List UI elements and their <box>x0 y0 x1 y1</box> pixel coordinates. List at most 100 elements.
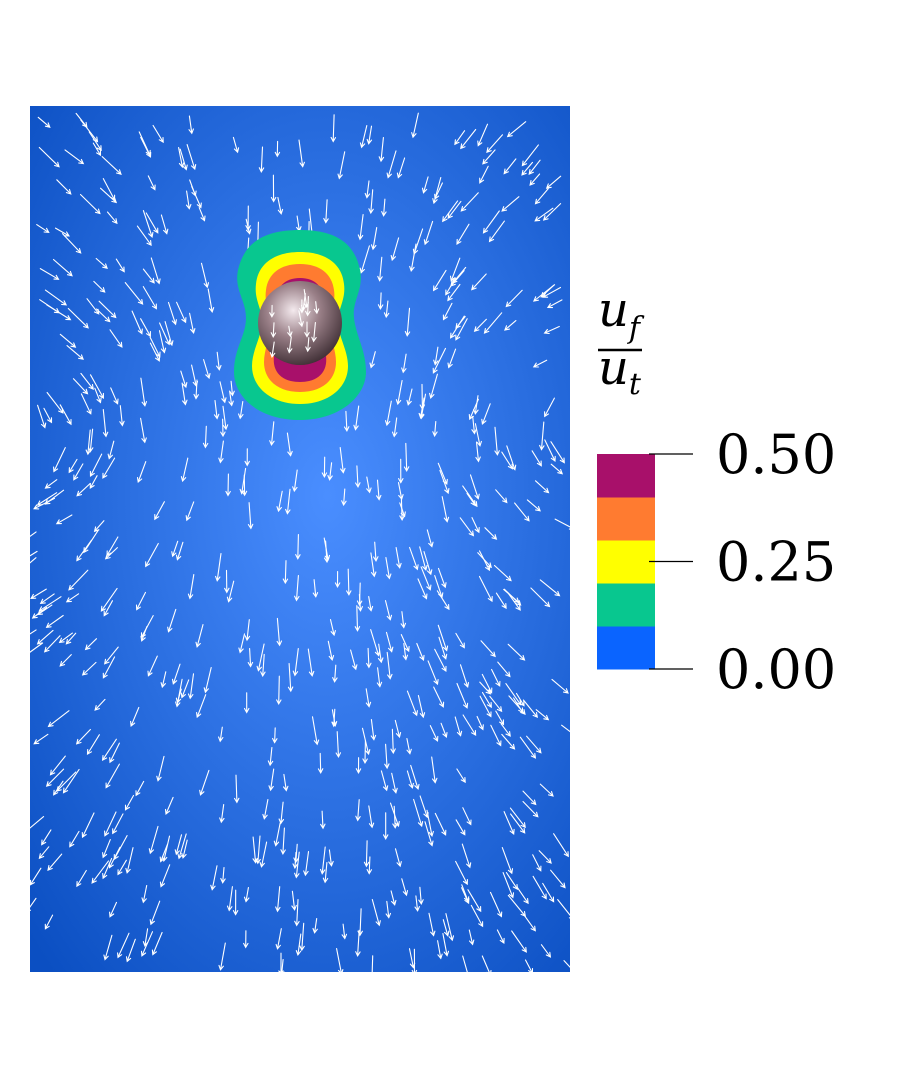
velocity-arrow <box>501 451 514 470</box>
velocity-arrow <box>406 737 412 755</box>
velocity-arrow <box>383 300 390 319</box>
velocity-arrow <box>298 139 305 168</box>
velocity-arrow <box>532 854 542 872</box>
velocity-arrow <box>323 540 330 564</box>
velocity-arrow <box>224 569 230 594</box>
velocity-arrow <box>287 662 294 693</box>
velocity-arrow <box>162 835 171 863</box>
velocity-arrow <box>243 887 250 903</box>
velocity-arrow <box>140 615 154 639</box>
velocity-arrow <box>504 320 517 331</box>
velocity-arrow <box>188 115 194 135</box>
velocity-arrow <box>437 940 443 960</box>
velocity-arrow <box>187 574 195 600</box>
velocity-arrow <box>462 714 477 736</box>
velocity-arrow <box>411 948 418 976</box>
velocity-arrow <box>481 955 492 977</box>
velocity-arrow <box>386 150 397 179</box>
velocity-arrow <box>436 590 450 611</box>
velocity-arrow <box>94 698 106 711</box>
velocity-arrow <box>428 912 436 937</box>
colorbar-tick-label: 0.00 <box>716 638 836 701</box>
velocity-arrow <box>434 648 447 673</box>
velocity-arrow <box>376 479 382 501</box>
velocity-arrow <box>109 742 120 764</box>
velocity-arrow <box>117 932 130 959</box>
colorbar-ticks: 0.50 0.25 0.00 <box>649 423 836 701</box>
velocity-arrow <box>247 502 254 530</box>
velocity-arrow <box>276 490 283 513</box>
velocity-arrow <box>65 593 80 603</box>
velocity-arrow <box>354 605 361 632</box>
velocity-arrow <box>247 647 254 668</box>
velocity-arrow <box>295 534 301 560</box>
velocity-arrow <box>164 796 174 815</box>
velocity-arrow <box>117 859 127 876</box>
velocity-arrow <box>244 619 251 642</box>
velocity-arrow <box>76 539 92 562</box>
velocity-arrow <box>124 794 135 811</box>
velocity-arrow <box>219 381 227 404</box>
velocity-arrow <box>501 847 514 875</box>
velocity-arrow <box>75 728 91 745</box>
velocity-arrow <box>156 755 165 782</box>
velocity-arrow <box>291 890 297 911</box>
velocity-arrow <box>171 663 181 685</box>
velocity-arrow <box>222 405 229 431</box>
velocity-arrow <box>218 726 224 743</box>
velocity-arrow <box>109 329 123 348</box>
velocity-arrow <box>294 899 300 927</box>
velocity-arrow <box>218 942 226 971</box>
velocity-arrow <box>232 889 239 916</box>
velocity-arrow <box>202 425 209 449</box>
velocity-arrow <box>59 654 72 667</box>
velocity-arrow <box>151 931 163 956</box>
velocity-arrow <box>370 227 378 251</box>
velocity-arrow <box>550 869 566 889</box>
velocity-arrow <box>295 933 302 957</box>
velocity-arrow <box>85 429 92 456</box>
velocity-arrow <box>461 887 470 905</box>
velocity-arrow <box>45 768 65 787</box>
velocity-arrow <box>207 288 215 314</box>
velocity-arrow <box>160 214 169 235</box>
velocity-arrow <box>196 694 207 719</box>
velocity-arrow <box>521 161 534 176</box>
velocity-arrow <box>417 578 428 600</box>
velocity-arrow <box>277 196 284 215</box>
velocity-arrow <box>138 131 151 157</box>
velocity-arrow <box>509 807 526 829</box>
velocity-arrow <box>38 146 60 168</box>
velocity-arrow <box>312 917 318 934</box>
velocity-arrow <box>539 421 545 451</box>
velocity-arrow <box>357 214 364 241</box>
velocity-arrow <box>72 378 89 395</box>
velocity-arrow <box>23 642 44 658</box>
velocity-arrow <box>317 752 324 774</box>
velocity-arrow <box>125 847 134 874</box>
velocity-arrow <box>440 722 448 739</box>
velocity-arrow <box>91 860 110 884</box>
colorbar-title-denominator: ut <box>598 340 642 402</box>
velocity-arrow <box>238 401 244 420</box>
velocity-arrow <box>158 330 167 354</box>
velocity-arrow <box>364 180 371 199</box>
velocity-arrow <box>542 882 555 903</box>
velocity-arrow <box>226 886 233 912</box>
velocity-arrow <box>503 158 517 175</box>
velocity-arrow <box>131 310 143 335</box>
velocity-arrow <box>294 574 300 602</box>
velocity-arrow <box>490 724 502 747</box>
velocity-arrow <box>355 799 361 822</box>
velocity-arrow <box>269 304 275 318</box>
particle-surface-vectors <box>269 289 320 359</box>
velocity-arrow <box>167 301 177 326</box>
velocity-arrow <box>506 121 527 138</box>
velocity-arrow <box>93 280 106 293</box>
velocity-arrow <box>313 301 320 315</box>
velocity-arrow <box>56 179 72 195</box>
velocity-arrow <box>423 220 434 246</box>
velocity-arrow <box>484 527 498 540</box>
velocity-arrow <box>321 456 328 479</box>
